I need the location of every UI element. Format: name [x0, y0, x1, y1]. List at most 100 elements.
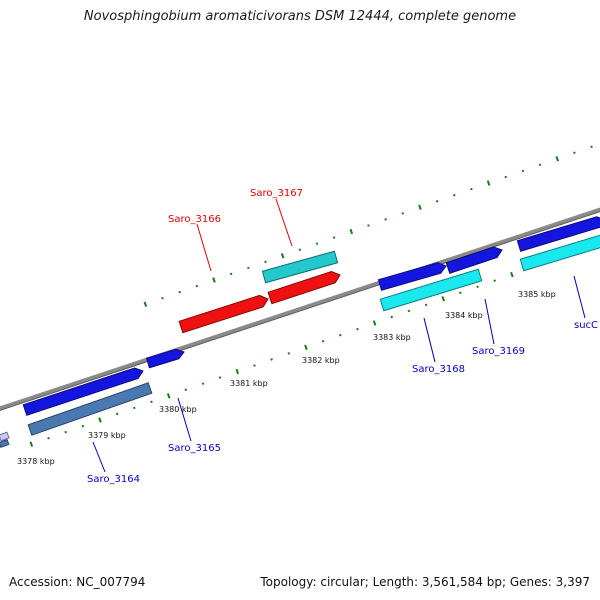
genome-title: Novosphingobium aromaticivorans DSM 1244… — [83, 9, 517, 24]
outer-tick — [504, 175, 508, 179]
gene-saro-3164 — [22, 367, 144, 416]
outer-tick — [332, 236, 336, 239]
outer-tick — [367, 224, 370, 227]
leader-line — [573, 275, 586, 319]
inner-tick — [493, 279, 497, 282]
gene-partial-left — [0, 431, 10, 442]
genome-backbone — [0, 207, 600, 411]
gene-saro-3166 — [178, 294, 269, 334]
leader-line — [196, 223, 212, 272]
outer-tick — [264, 260, 267, 264]
inner-tick — [47, 436, 50, 440]
outer-tick — [435, 199, 439, 203]
outer-tick — [538, 163, 542, 167]
outer-tick — [247, 266, 250, 270]
gene-label-saro-3169: Saro_3169 — [472, 346, 525, 357]
gene-saro-3168 — [377, 262, 447, 291]
inner-tick — [184, 388, 188, 391]
outer-tick — [143, 301, 148, 307]
inner-tick — [338, 333, 342, 337]
gene-saro-3164-reverse — [27, 382, 153, 436]
gene-partial-left-2 — [0, 439, 10, 448]
inner-tick — [150, 400, 153, 404]
inner-tick — [115, 412, 119, 416]
outer-tick — [590, 145, 593, 148]
inner-tick — [372, 320, 377, 326]
inner-tick-track — [29, 243, 599, 447]
inner-tick — [270, 358, 273, 361]
gene-track — [0, 216, 600, 448]
scale-label: 3379 kbp — [88, 431, 126, 440]
leader-line — [177, 397, 192, 442]
outer-tick — [195, 284, 199, 288]
gene-labels: Saro_3164 Saro_3165 Saro_3166 Saro_3167 Saro… — [87, 188, 598, 485]
inner-tick — [98, 417, 102, 423]
scale-label: 3383 kbp — [373, 333, 411, 342]
gene-saro-3167-reverse — [261, 250, 339, 284]
gene-label-saro-3165: Saro_3165 — [168, 443, 221, 454]
scale-label: 3380 kbp — [159, 405, 197, 414]
inner-tick — [235, 368, 240, 375]
gene-label-saro-3166: Saro_3166 — [168, 214, 221, 225]
gene-succ — [516, 216, 600, 252]
outer-tick — [349, 228, 354, 235]
scale-label: 3384 kbp — [445, 311, 483, 320]
gene-saro-3165 — [145, 348, 185, 369]
backbone-shadow — [0, 211, 600, 411]
gene-succ-reverse — [519, 234, 600, 272]
outer-tick — [521, 169, 525, 173]
accession-text: Accession: NC_007794 — [9, 575, 146, 589]
inner-tick — [29, 441, 34, 447]
outer-tick — [401, 212, 405, 215]
outer-tick — [229, 272, 233, 276]
inner-tick — [133, 406, 136, 410]
outer-tick — [555, 156, 560, 162]
leader-line — [484, 298, 495, 345]
outer-tick — [315, 242, 319, 245]
outer-tick — [212, 277, 216, 283]
outer-tick — [418, 204, 422, 210]
inner-tick — [218, 376, 222, 379]
outer-tick — [470, 187, 473, 191]
label-leader-lines — [92, 198, 586, 473]
scale-label: 3385 kbp — [518, 290, 556, 299]
inner-tick — [476, 285, 479, 288]
outer-tick — [486, 180, 491, 186]
gene-label-saro-3168: Saro_3168 — [412, 364, 465, 375]
scale-label: 3381 kbp — [230, 379, 268, 388]
outer-tick-track — [143, 145, 593, 307]
inner-tick — [356, 327, 359, 331]
outer-tick — [161, 296, 164, 300]
leader-line — [275, 198, 293, 247]
genome-stats-text: Topology: circular; Length: 3,561,584 bp… — [260, 575, 590, 589]
scale-label: 3378 kbp — [17, 457, 55, 466]
leader-line — [423, 317, 436, 363]
gene-label-succ: sucC — [574, 320, 598, 331]
inner-tick — [253, 364, 256, 367]
gene-label-saro-3164: Saro_3164 — [87, 474, 140, 485]
outer-tick — [178, 290, 181, 294]
inner-tick — [81, 424, 85, 428]
leader-line — [92, 441, 106, 473]
inner-tick — [424, 303, 428, 307]
gene-saro-3168-reverse — [379, 268, 483, 312]
inner-tick — [390, 315, 394, 319]
gene-saro-3169 — [445, 246, 503, 274]
inner-tick — [201, 382, 205, 385]
inner-tick — [64, 430, 67, 434]
scale-labels: 3378 kbp 3379 kbp 3380 kbp 3381 kbp 3382 kbp… — [17, 290, 556, 466]
inner-tick — [287, 352, 291, 355]
outer-tick — [280, 253, 285, 259]
outer-tick — [384, 218, 387, 221]
outer-tick — [298, 248, 302, 251]
inner-tick — [441, 296, 446, 302]
gene-saro-3167 — [267, 270, 341, 305]
inner-tick — [166, 393, 171, 399]
gene-label-saro-3167: Saro_3167 — [250, 188, 303, 199]
backbone-line — [0, 207, 600, 411]
inner-tick — [510, 271, 514, 278]
outer-tick — [452, 193, 456, 197]
outer-tick — [573, 151, 576, 155]
